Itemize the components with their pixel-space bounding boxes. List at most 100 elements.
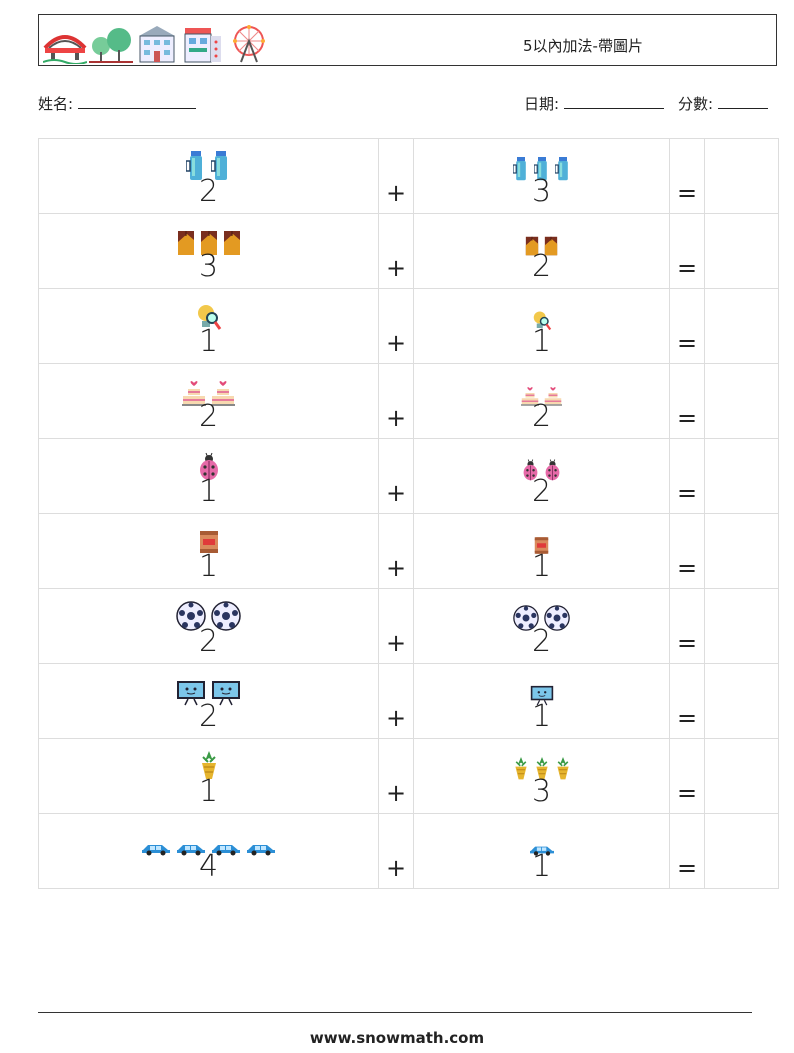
drum-icon bbox=[533, 535, 550, 556]
soccer-ball-icon bbox=[211, 601, 241, 631]
addend-a-pictures bbox=[39, 822, 378, 856]
monitor-icon bbox=[211, 680, 241, 706]
answer-cell[interactable] bbox=[704, 363, 779, 439]
thermos-icon bbox=[186, 151, 206, 181]
monitor-icon bbox=[176, 680, 206, 706]
soccer-ball-icon bbox=[176, 601, 206, 631]
trees-icon bbox=[89, 24, 133, 64]
score-label: 分數: bbox=[678, 95, 714, 113]
chocolate-icon bbox=[223, 230, 241, 256]
problem-row: 1 +2 = bbox=[38, 438, 779, 514]
addend-b-cell: 1 bbox=[413, 663, 670, 739]
plus-sign: + bbox=[385, 179, 407, 207]
addend-a-pictures bbox=[39, 747, 378, 781]
answer-cell[interactable] bbox=[704, 138, 779, 214]
equals-cell: = bbox=[669, 438, 705, 514]
addend-b-number: 3 bbox=[531, 174, 552, 209]
addend-a-pictures bbox=[39, 297, 378, 331]
ferris-wheel-icon bbox=[227, 24, 271, 64]
addend-a-number: 1 bbox=[198, 474, 219, 509]
problem-row: 2 +3 = bbox=[38, 138, 779, 214]
answer-cell[interactable] bbox=[704, 438, 779, 514]
addend-a-number: 1 bbox=[198, 324, 219, 359]
equals-sign: = bbox=[676, 329, 698, 357]
thermos-icon bbox=[533, 157, 550, 181]
building-icon bbox=[135, 24, 179, 64]
addend-a-cell: 2 bbox=[38, 663, 379, 739]
plus-cell: + bbox=[378, 588, 414, 664]
equals-sign: = bbox=[676, 479, 698, 507]
footer-url: www.snowmath.com bbox=[309, 1029, 485, 1047]
addend-b-number: 2 bbox=[531, 249, 552, 284]
chocolate-icon bbox=[544, 236, 558, 256]
drum-icon bbox=[198, 528, 220, 556]
addend-b-number: 1 bbox=[531, 549, 552, 584]
addend-a-pictures bbox=[39, 447, 378, 481]
answer-cell[interactable] bbox=[704, 663, 779, 739]
thermos-icon bbox=[512, 157, 529, 181]
addend-a-pictures bbox=[39, 222, 378, 256]
answer-cell[interactable] bbox=[704, 513, 779, 589]
wedding-cake-icon bbox=[521, 383, 539, 406]
chocolate-icon bbox=[200, 230, 218, 256]
addend-a-number: 3 bbox=[198, 249, 219, 284]
equals-sign: = bbox=[676, 179, 698, 207]
car-icon bbox=[141, 842, 171, 856]
equals-cell: = bbox=[669, 588, 705, 664]
addend-a-cell: 2 bbox=[38, 138, 379, 214]
addend-a-number: 2 bbox=[198, 399, 219, 434]
addend-a-number: 2 bbox=[198, 174, 219, 209]
addend-b-number: 1 bbox=[531, 699, 552, 734]
addend-a-cell: 3 bbox=[38, 213, 379, 289]
footer-divider bbox=[38, 1012, 752, 1013]
answer-cell[interactable] bbox=[704, 588, 779, 664]
score-field: 分數: bbox=[678, 93, 768, 114]
addend-a-number: 2 bbox=[198, 699, 219, 734]
equals-sign: = bbox=[676, 704, 698, 732]
shop-icon bbox=[181, 24, 225, 64]
problem-row: 4 +1 = bbox=[38, 813, 779, 889]
addend-b-number: 3 bbox=[531, 774, 552, 809]
date-label: 日期: bbox=[524, 95, 560, 113]
addend-b-number: 2 bbox=[531, 624, 552, 659]
answer-cell[interactable] bbox=[704, 213, 779, 289]
date-blank[interactable] bbox=[563, 94, 664, 109]
answer-cell[interactable] bbox=[704, 288, 779, 364]
answer-cell[interactable] bbox=[704, 813, 779, 889]
addend-a-pictures bbox=[39, 522, 378, 556]
equals-sign: = bbox=[676, 779, 698, 807]
car-icon bbox=[211, 842, 241, 856]
addend-a-cell: 1 bbox=[38, 738, 379, 814]
equals-cell: = bbox=[669, 738, 705, 814]
answer-cell[interactable] bbox=[704, 738, 779, 814]
plus-sign: + bbox=[385, 554, 407, 582]
addend-b-pictures bbox=[414, 372, 669, 406]
equals-cell: = bbox=[669, 138, 705, 214]
addend-b-cell: 2 bbox=[413, 213, 670, 289]
date-field: 日期: bbox=[524, 93, 664, 114]
addend-a-pictures bbox=[39, 597, 378, 631]
soccer-ball-icon bbox=[513, 605, 539, 631]
plus-sign: + bbox=[385, 779, 407, 807]
pineapple-icon bbox=[534, 757, 550, 781]
addend-b-cell: 1 bbox=[413, 813, 670, 889]
equals-sign: = bbox=[676, 254, 698, 282]
addend-a-cell: 1 bbox=[38, 288, 379, 364]
name-blank[interactable] bbox=[77, 94, 196, 109]
plus-sign: + bbox=[385, 854, 407, 882]
soccer-ball-icon bbox=[544, 605, 570, 631]
addend-a-pictures bbox=[39, 672, 378, 706]
car-icon bbox=[529, 844, 555, 856]
addend-b-pictures bbox=[414, 147, 669, 181]
addend-b-pictures bbox=[414, 297, 669, 331]
wedding-cake-icon bbox=[211, 376, 235, 406]
bridge-icon bbox=[43, 24, 87, 64]
equals-cell: = bbox=[669, 813, 705, 889]
magnifier-bulb-icon bbox=[532, 310, 552, 331]
addend-b-number: 2 bbox=[531, 474, 552, 509]
thermos-icon bbox=[211, 151, 231, 181]
score-blank[interactable] bbox=[717, 94, 768, 109]
problem-row: 2 +1 = bbox=[38, 663, 779, 739]
thermos-icon bbox=[554, 157, 571, 181]
equals-sign: = bbox=[676, 404, 698, 432]
